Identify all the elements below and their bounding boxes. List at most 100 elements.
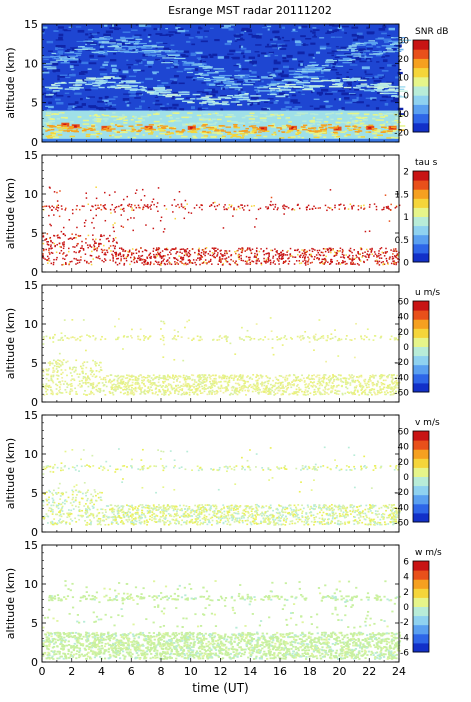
- snr-pixel: [42, 71, 50, 74]
- tau-pixel: [199, 257, 202, 259]
- u-wind-heatmap-pixel: [285, 374, 288, 377]
- tau-pixel: [320, 261, 323, 264]
- u-wind-heatmap-pixel: [376, 380, 379, 383]
- u-wind-heatmap-pixel: [186, 376, 189, 378]
- tau-pixel: [329, 207, 331, 209]
- tau-pixel: [222, 262, 225, 265]
- u-wind-heatmap-pixel: [81, 379, 83, 382]
- tau-pixel: [301, 249, 303, 251]
- u-wind-heatmap-pixel: [161, 334, 164, 337]
- u-wind-heatmap-pixel: [359, 385, 361, 388]
- u-wind-heatmap-pixel: [360, 335, 362, 338]
- tau-pixel: [333, 255, 335, 257]
- snr-streak: [174, 57, 186, 60]
- snr-streak: [311, 64, 319, 66]
- snr-streak: [376, 90, 389, 92]
- u-wind-heatmap-pixel: [184, 326, 186, 329]
- u-wind-heatmap-pixel: [127, 385, 130, 388]
- snr-pixel: [234, 35, 241, 38]
- snr-streak: [128, 46, 140, 48]
- tau-pixel: [93, 244, 95, 246]
- snr-streak: [364, 41, 378, 44]
- snr-pixel: [175, 27, 181, 30]
- snr-pixel: [218, 125, 224, 127]
- tau-pixel: [263, 257, 265, 260]
- u-wind-heatmap-pixel: [223, 386, 226, 389]
- tau-pixel: [336, 252, 338, 255]
- tau-pixel: [143, 204, 146, 206]
- tau-pixel: [50, 262, 53, 265]
- u-wind-heatmap-pixel: [357, 376, 360, 379]
- tau-pixel: [358, 264, 360, 266]
- snr-streak: [297, 81, 303, 83]
- tau-pixel: [103, 249, 106, 251]
- u-wind-heatmap-pixel: [52, 336, 55, 338]
- u-wind-heatmap-pixel: [77, 384, 80, 387]
- u-wind-heatmap-pixel: [197, 379, 200, 382]
- snr-pixel: [159, 105, 165, 107]
- snr-pixel: [116, 131, 120, 133]
- tau-pixel: [280, 258, 283, 260]
- u-wind-heatmap-pixel: [212, 374, 214, 377]
- snr-streak: [194, 73, 203, 75]
- snr-pixel: [50, 132, 56, 134]
- snr-pixel: [94, 130, 100, 133]
- u-wind-heatmap-pixel: [333, 375, 336, 377]
- snr-pixel: [195, 51, 203, 55]
- snr-pixel: [301, 136, 305, 139]
- u-wind-heatmap-pixel: [230, 392, 232, 395]
- snr-pixel: [282, 131, 285, 133]
- snr-pixel: [385, 55, 390, 57]
- u-wind-heatmap-pixel: [82, 364, 85, 367]
- u-wind-heatmap-pixel: [197, 383, 200, 386]
- u-wind-heatmap-pixel: [172, 381, 175, 384]
- snr-streak: [86, 48, 96, 50]
- tau-pixel: [257, 258, 260, 260]
- snr-pixel: [290, 99, 298, 103]
- snr-pixel: [387, 130, 393, 132]
- tau-pixel: [228, 204, 231, 206]
- u-wind-heatmap-pixel: [185, 378, 188, 381]
- snr-pixel: [379, 89, 386, 91]
- u-wind-heatmap-pixel: [91, 375, 94, 378]
- u-wind-heatmap-pixel: [134, 378, 137, 381]
- u-wind-heatmap-pixel: [186, 385, 188, 388]
- snr-pixel: [322, 78, 329, 81]
- u-wind-heatmap-pixel: [335, 375, 337, 378]
- u-wind-heatmap-pixel: [219, 387, 222, 390]
- snr-streak: [377, 84, 392, 86]
- snr-streak: [234, 75, 245, 77]
- u-wind-heatmap-pixel: [192, 337, 195, 340]
- u-wind-heatmap-pixel: [52, 375, 55, 378]
- u-wind-heatmap-pixel: [200, 392, 202, 395]
- u-wind-heatmap-pixel: [182, 385, 185, 388]
- snr-pixel: [187, 124, 192, 126]
- tau-pixel: [353, 258, 355, 260]
- u-wind-heatmap-pixel: [131, 328, 133, 331]
- snr-streak: [75, 82, 85, 84]
- u-wind-heatmap-pixel: [44, 387, 47, 390]
- snr-streak: [230, 101, 240, 103]
- snr-pixel: [292, 28, 296, 31]
- tau-pixel: [118, 262, 121, 265]
- u-wind-heatmap-pixel: [71, 368, 74, 371]
- snr-pixel: [137, 129, 143, 131]
- snr-pixel: [257, 75, 260, 78]
- u-wind-heatmap-pixel: [224, 390, 227, 393]
- snr-pixel: [198, 77, 203, 80]
- tau-pixel: [393, 250, 396, 252]
- tau-pixel: [92, 238, 94, 241]
- tau-pixel: [349, 258, 351, 260]
- tau-pixel: [46, 243, 49, 245]
- tau-pixel: [173, 198, 176, 201]
- u-wind-heatmap-pixel: [143, 390, 146, 392]
- snr-pixel: [272, 38, 278, 41]
- snr-hotspot: [290, 126, 294, 129]
- tau-pixel: [329, 247, 332, 250]
- snr-pixel: [80, 79, 86, 83]
- snr-pixel: [384, 40, 389, 44]
- u-wind-heatmap-pixel: [394, 385, 397, 387]
- tau-pixel: [270, 200, 272, 203]
- snr-pixel: [280, 128, 283, 130]
- snr-pixel: [71, 69, 75, 71]
